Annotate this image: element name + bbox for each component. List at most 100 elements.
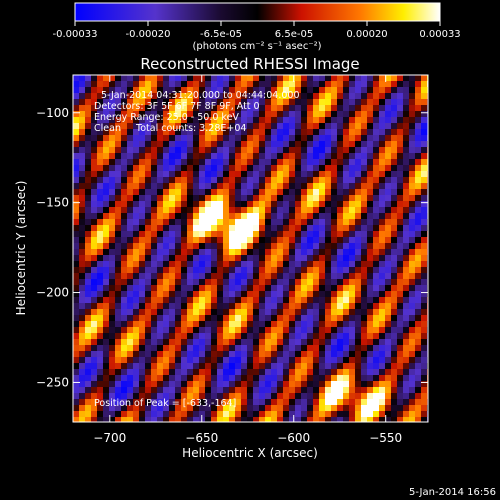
heatmap-cell: [73, 357, 79, 363]
heatmap-cell: [409, 141, 415, 147]
heatmap-cell: [211, 213, 217, 219]
heatmap-cell: [223, 99, 229, 105]
heatmap-cell: [421, 255, 427, 261]
heatmap-cell: [355, 87, 361, 93]
x-axis-label: Heliocentric X (arcsec): [182, 446, 318, 460]
heatmap-cell: [103, 123, 109, 129]
heatmap-cell: [229, 237, 235, 243]
heatmap-cell: [253, 231, 259, 237]
heatmap-cell: [355, 333, 361, 339]
heatmap-cell: [121, 393, 127, 399]
heatmap-cell: [373, 333, 379, 339]
heatmap-cell: [205, 183, 211, 189]
heatmap-cell: [355, 75, 361, 81]
heatmap-cell: [289, 207, 295, 213]
heatmap-cell: [391, 171, 397, 177]
heatmap-cell: [163, 129, 169, 135]
heatmap-cell: [409, 81, 415, 87]
heatmap-cell: [115, 219, 121, 225]
heatmap-cell: [193, 147, 199, 153]
heatmap-cell: [193, 171, 199, 177]
heatmap-cell: [217, 405, 223, 411]
heatmap-cell: [349, 117, 355, 123]
heatmap-cell: [367, 123, 373, 129]
heatmap-cell: [397, 405, 403, 411]
heatmap-cell: [199, 249, 205, 255]
heatmap-cell: [319, 75, 325, 81]
heatmap-cell: [403, 261, 409, 267]
heatmap-cell: [379, 369, 385, 375]
heatmap-cell: [331, 273, 337, 279]
heatmap-cell: [325, 147, 331, 153]
heatmap-cell: [193, 333, 199, 339]
heatmap-cell: [337, 207, 343, 213]
heatmap-cell: [193, 405, 199, 411]
heatmap-cell: [97, 411, 103, 417]
heatmap-cell: [73, 345, 79, 351]
heatmap-cell: [247, 207, 253, 213]
heatmap-cell: [229, 141, 235, 147]
heatmap-cell: [271, 243, 277, 249]
heatmap-cell: [97, 381, 103, 387]
heatmap-cell: [367, 267, 373, 273]
heatmap-cell: [259, 327, 265, 333]
heatmap-cell: [271, 411, 277, 417]
heatmap-cell: [283, 195, 289, 201]
heatmap-cell: [277, 261, 283, 267]
heatmap-cell: [409, 225, 415, 231]
heatmap-cell: [121, 285, 127, 291]
heatmap-cell: [271, 177, 277, 183]
heatmap-cell: [289, 369, 295, 375]
heatmap-cell: [121, 369, 127, 375]
heatmap-cell: [247, 285, 253, 291]
heatmap-cell: [187, 213, 193, 219]
heatmap-cell: [247, 309, 253, 315]
heatmap-cell: [259, 165, 265, 171]
heatmap-cell: [313, 285, 319, 291]
heatmap-cell: [271, 369, 277, 375]
heatmap-cell: [151, 123, 157, 129]
heatmap-cell: [163, 123, 169, 129]
heatmap-cell: [109, 309, 115, 315]
heatmap-cell: [235, 381, 241, 387]
heatmap-cell: [307, 201, 313, 207]
heatmap-cell: [85, 255, 91, 261]
heatmap-cell: [409, 213, 415, 219]
heatmap-cell: [85, 399, 91, 405]
heatmap-cell: [181, 171, 187, 177]
heatmap-cell: [79, 87, 85, 93]
heatmap-cell: [175, 93, 181, 99]
heatmap-cell: [151, 129, 157, 135]
heatmap-cell: [385, 381, 391, 387]
heatmap-cell: [157, 249, 163, 255]
heatmap-cell: [91, 243, 97, 249]
heatmap-cell: [151, 309, 157, 315]
y-tick-label: −150: [36, 196, 69, 210]
heatmap-cell: [289, 213, 295, 219]
heatmap-cell: [91, 81, 97, 87]
heatmap-cell: [127, 231, 133, 237]
heatmap-cell: [355, 303, 361, 309]
heatmap-cell: [379, 261, 385, 267]
heatmap-cell: [181, 309, 187, 315]
heatmap-cell: [109, 171, 115, 177]
heatmap-cell: [187, 399, 193, 405]
heatmap-cell: [349, 363, 355, 369]
heatmap-cell: [415, 255, 421, 261]
heatmap-cell: [337, 225, 343, 231]
heatmap-cell: [229, 387, 235, 393]
heatmap-cell: [421, 111, 427, 117]
heatmap-cell: [85, 315, 91, 321]
heatmap-cell: [259, 189, 265, 195]
heatmap-cell: [181, 159, 187, 165]
heatmap-cell: [271, 75, 277, 81]
heatmap-cell: [367, 183, 373, 189]
heatmap-cell: [145, 345, 151, 351]
heatmap-cell: [127, 381, 133, 387]
heatmap-cell: [307, 135, 313, 141]
heatmap-cell: [331, 201, 337, 207]
heatmap-cell: [337, 411, 343, 417]
heatmap-cell: [145, 111, 151, 117]
heatmap-cell: [181, 303, 187, 309]
heatmap-cell: [367, 387, 373, 393]
